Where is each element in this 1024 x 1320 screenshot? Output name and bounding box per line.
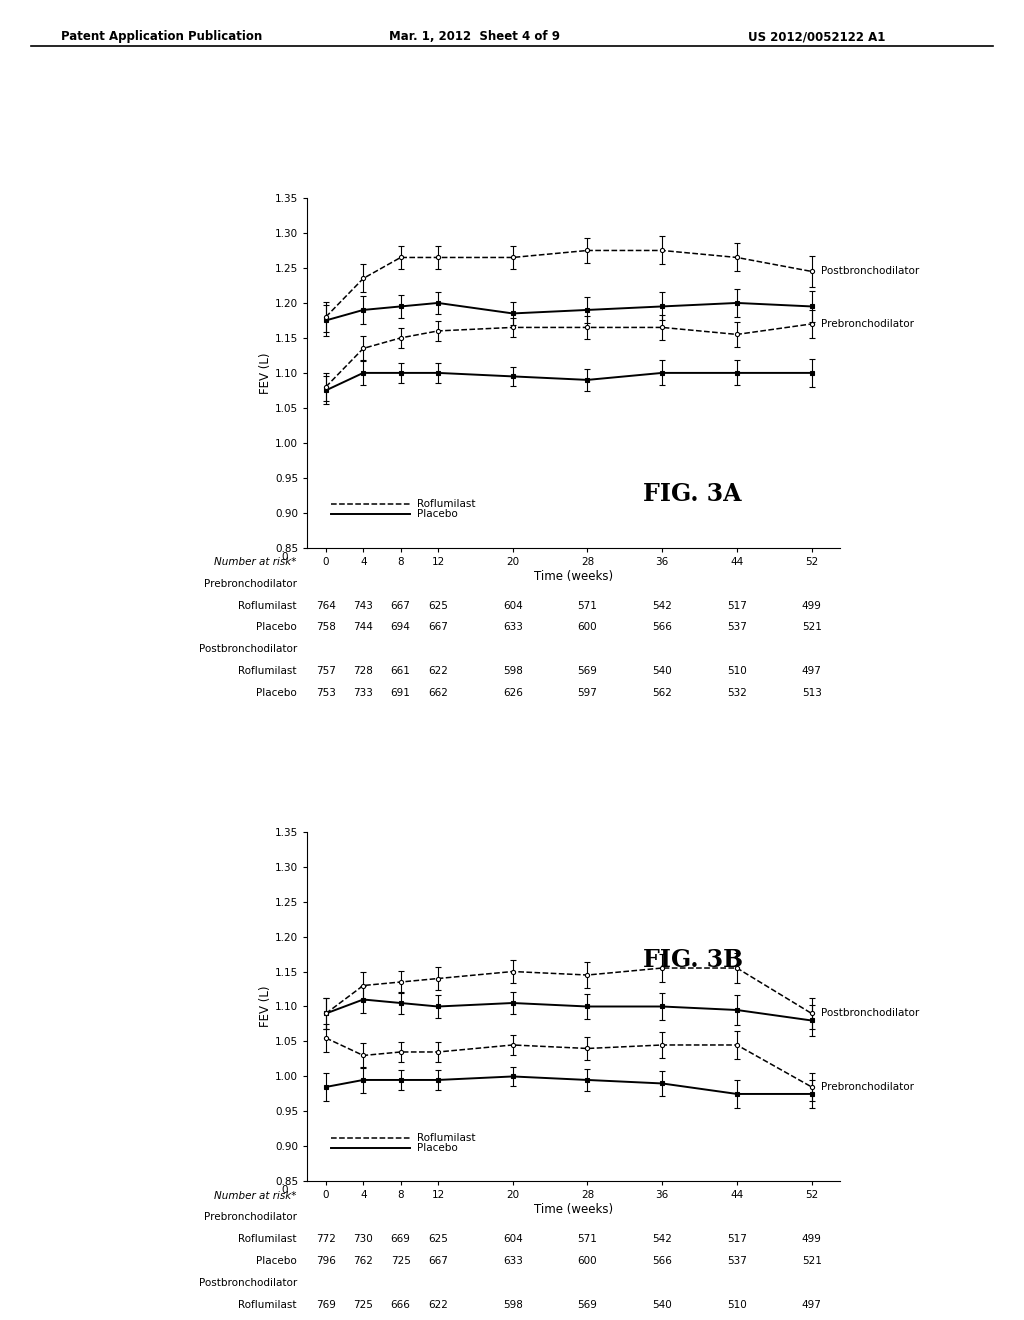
Text: 497: 497 [802,665,821,676]
Text: 537: 537 [727,622,746,632]
Text: Number at risk*: Number at risk* [214,1191,297,1201]
Text: Postbronchodilator: Postbronchodilator [821,1008,920,1019]
Text: 513: 513 [802,688,821,698]
Text: 604: 604 [503,1234,522,1245]
Text: 757: 757 [316,665,336,676]
X-axis label: Time (weeks): Time (weeks) [534,570,613,582]
Text: Postbronchodilator: Postbronchodilator [821,267,920,276]
Text: 633: 633 [503,1257,522,1266]
Text: 622: 622 [428,665,447,676]
Text: 744: 744 [353,622,373,632]
Text: 542: 542 [652,1234,672,1245]
Text: 694: 694 [391,622,411,632]
Text: 569: 569 [578,1299,597,1309]
Text: 762: 762 [353,1257,373,1266]
Text: Mar. 1, 2012  Sheet 4 of 9: Mar. 1, 2012 Sheet 4 of 9 [389,30,560,44]
Text: Roflumilast: Roflumilast [239,601,297,611]
Text: 733: 733 [353,688,373,698]
Y-axis label: FEV (L): FEV (L) [259,986,272,1027]
Text: 600: 600 [578,622,597,632]
Text: Roflumilast: Roflumilast [418,1133,476,1143]
Text: 510: 510 [727,1299,746,1309]
Text: Prebronchodilator: Prebronchodilator [821,1082,914,1092]
Text: 667: 667 [428,622,447,632]
Text: Placebo: Placebo [418,510,458,519]
Text: 598: 598 [503,665,522,676]
Text: US 2012/0052122 A1: US 2012/0052122 A1 [748,30,885,44]
Text: 604: 604 [503,601,522,611]
Text: Placebo: Placebo [256,1257,297,1266]
Text: Postbronchodilator: Postbronchodilator [199,644,297,655]
Text: 728: 728 [353,665,373,676]
Text: 758: 758 [316,622,336,632]
Text: 753: 753 [316,688,336,698]
Text: Roflumilast: Roflumilast [239,1234,297,1245]
Text: 625: 625 [428,601,447,611]
Text: 0: 0 [282,552,288,562]
Text: 725: 725 [391,1257,411,1266]
Text: 566: 566 [652,1257,672,1266]
Text: Placebo: Placebo [418,1143,458,1152]
Text: 662: 662 [428,688,447,698]
Text: Prebronchodilator: Prebronchodilator [204,1212,297,1222]
Text: 540: 540 [652,1299,672,1309]
Text: 598: 598 [503,1299,522,1309]
Text: 571: 571 [578,1234,597,1245]
Text: Placebo: Placebo [256,622,297,632]
Text: Postbronchodilator: Postbronchodilator [199,1278,297,1288]
Text: Roflumilast: Roflumilast [239,665,297,676]
X-axis label: Time (weeks): Time (weeks) [534,1204,613,1216]
Text: 764: 764 [316,601,336,611]
Text: 532: 532 [727,688,746,698]
Text: 622: 622 [428,1299,447,1309]
Text: 633: 633 [503,622,522,632]
Text: 497: 497 [802,1299,821,1309]
Text: FIG. 3A: FIG. 3A [643,482,741,506]
Text: 0: 0 [282,1185,288,1196]
Text: 667: 667 [391,601,411,611]
Text: Prebronchodilator: Prebronchodilator [204,578,297,589]
Text: Patent Application Publication: Patent Application Publication [61,30,263,44]
Text: 691: 691 [391,688,411,698]
Text: 667: 667 [428,1257,447,1266]
Text: 600: 600 [578,1257,597,1266]
Text: 666: 666 [391,1299,411,1309]
Text: 569: 569 [578,665,597,676]
Text: Roflumilast: Roflumilast [418,499,476,510]
Text: 730: 730 [353,1234,373,1245]
Text: 499: 499 [802,601,821,611]
Text: 510: 510 [727,665,746,676]
Text: 542: 542 [652,601,672,611]
Text: 772: 772 [316,1234,336,1245]
Y-axis label: FEV (L): FEV (L) [259,352,272,393]
Text: 521: 521 [802,1257,821,1266]
Text: 571: 571 [578,601,597,611]
Text: 521: 521 [802,622,821,632]
Text: 537: 537 [727,1257,746,1266]
Text: Roflumilast: Roflumilast [239,1299,297,1309]
Text: 743: 743 [353,601,373,611]
Text: 499: 499 [802,1234,821,1245]
Text: 796: 796 [316,1257,336,1266]
Text: 661: 661 [391,665,411,676]
Text: Placebo: Placebo [256,688,297,698]
Text: 626: 626 [503,688,522,698]
Text: 566: 566 [652,622,672,632]
Text: Number at risk*: Number at risk* [214,557,297,568]
Text: 562: 562 [652,688,672,698]
Text: 540: 540 [652,665,672,676]
Text: 625: 625 [428,1234,447,1245]
Text: 725: 725 [353,1299,373,1309]
Text: 669: 669 [391,1234,411,1245]
Text: 769: 769 [316,1299,336,1309]
Text: 517: 517 [727,601,746,611]
Text: 517: 517 [727,1234,746,1245]
Text: FIG. 3B: FIG. 3B [643,948,742,972]
Text: 597: 597 [578,688,597,698]
Text: Prebronchodilator: Prebronchodilator [821,319,914,329]
